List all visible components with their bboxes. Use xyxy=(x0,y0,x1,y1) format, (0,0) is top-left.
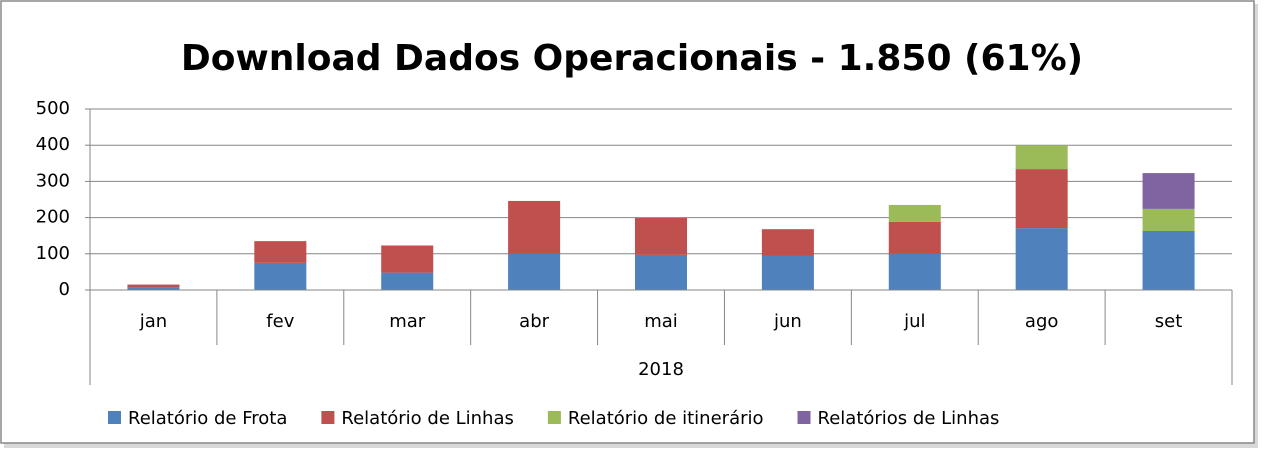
bar-segment xyxy=(1015,169,1068,229)
bar-segment xyxy=(254,262,307,290)
bar-segment xyxy=(1015,228,1068,290)
bar-segment xyxy=(127,284,180,288)
bar-segment xyxy=(1142,173,1195,209)
y-tick-label: 0 xyxy=(59,279,70,300)
y-tick-label: 400 xyxy=(36,134,70,155)
legend-swatch xyxy=(321,411,335,424)
y-tick-label: 300 xyxy=(36,170,70,191)
legend-label: Relatório de Linhas xyxy=(341,408,514,429)
bar-segment xyxy=(761,255,814,290)
bar-segment xyxy=(127,287,180,290)
legend-label: Relatório de Frota xyxy=(128,408,287,429)
legend-swatch xyxy=(797,411,811,424)
x-tick-label: mar xyxy=(389,311,426,332)
x-tick-label: mai xyxy=(644,311,678,332)
bar-segment xyxy=(888,253,941,290)
bar-segment xyxy=(888,204,941,222)
bar-segment xyxy=(381,245,434,273)
x-tick-label: ago xyxy=(1025,311,1058,332)
bar-segment xyxy=(1015,145,1068,170)
y-tick-label: 200 xyxy=(36,207,70,228)
y-tick-label: 100 xyxy=(36,243,70,264)
x-tick-label: abr xyxy=(519,311,549,332)
legend-label: Relatório de itinerário xyxy=(568,408,764,429)
legend-label: Relatórios de Linhas xyxy=(818,408,1000,429)
legend-swatch xyxy=(547,411,561,424)
x-tick-label: fev xyxy=(266,311,294,332)
bar-segment xyxy=(634,217,688,255)
bar-segment xyxy=(634,254,688,290)
bar-segment xyxy=(888,221,941,254)
chart-title: Download Dados Operacionais - 1.850 (61%… xyxy=(181,38,1083,79)
x-group-label: 2018 xyxy=(638,359,684,380)
bar-segment xyxy=(254,241,307,263)
y-tick-label: 500 xyxy=(36,98,70,119)
bar-segment xyxy=(381,272,434,290)
bar-segment xyxy=(761,229,814,256)
legend-swatch xyxy=(108,411,121,424)
bar-segment xyxy=(508,200,561,254)
bar-segment xyxy=(1142,208,1195,231)
x-tick-label: jan xyxy=(139,311,167,332)
x-tick-label: jul xyxy=(903,311,925,332)
bar-segment xyxy=(508,253,561,290)
x-tick-label: set xyxy=(1155,311,1183,332)
x-tick-label: jun xyxy=(773,311,802,332)
bar-segment xyxy=(1142,230,1195,290)
